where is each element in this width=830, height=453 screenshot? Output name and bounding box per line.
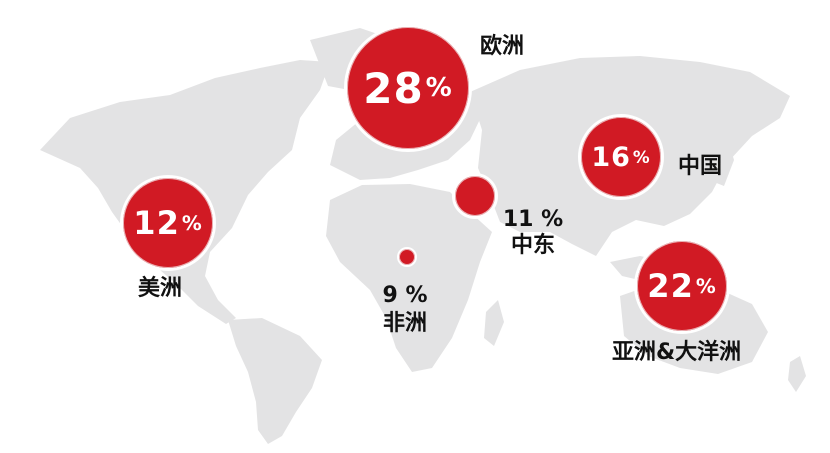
label-middle-east-value: 11 % — [502, 207, 564, 232]
new-zealand-landmass — [788, 356, 806, 392]
value-americas: 12 — [133, 204, 180, 242]
value-europe: 28 — [363, 63, 424, 113]
bubble-china: 16% — [578, 114, 664, 200]
japan-landmass — [714, 140, 734, 186]
label-middle-east: 中东 — [510, 233, 555, 258]
africa-landmass — [326, 184, 492, 372]
bubble-europe: 28% — [344, 24, 472, 152]
label-europe: 欧洲 — [480, 34, 525, 59]
bubble-americas: 12% — [120, 175, 216, 271]
label-china: 中国 — [678, 154, 723, 179]
label-asia-oceania: 亚洲&大洋洲 — [612, 340, 742, 365]
bubble-africa — [397, 247, 417, 267]
unit-americas: % — [181, 211, 203, 235]
unit-asia-oceania: % — [695, 274, 717, 298]
label-africa-value: 9 % — [382, 283, 428, 308]
madagascar-landmass — [484, 300, 504, 346]
value-asia-oceania: 22 — [647, 267, 694, 305]
label-africa: 非洲 — [382, 311, 427, 336]
value-china: 16 — [591, 141, 631, 173]
unit-china: % — [632, 147, 651, 167]
label-americas: 美洲 — [138, 276, 183, 301]
unit-europe: % — [425, 73, 453, 103]
bubble-middle-east — [452, 173, 498, 219]
bubble-asia-oceania: 22% — [634, 238, 730, 334]
south-america-landmass — [228, 318, 322, 444]
